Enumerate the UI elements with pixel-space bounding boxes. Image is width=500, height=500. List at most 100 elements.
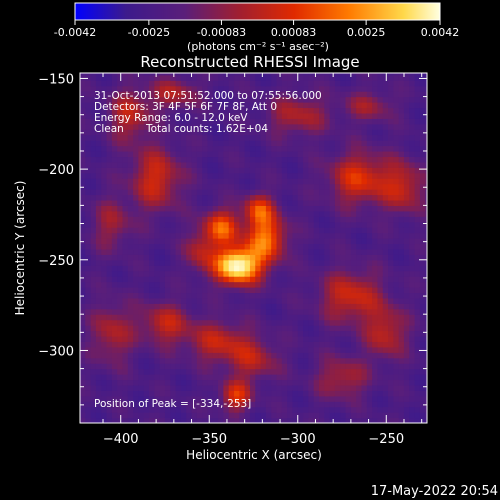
heatmap-cell [95, 412, 102, 419]
heatmap-cell [334, 210, 341, 217]
heatmap-cell [334, 140, 341, 147]
heatmap-cell [239, 205, 246, 212]
heatmap-cell [154, 357, 161, 364]
heatmap-cell [223, 259, 230, 266]
heatmap-cell [260, 286, 267, 294]
heatmap-cell [398, 390, 405, 397]
heatmap-cell [223, 210, 230, 217]
heatmap-cell [377, 238, 384, 245]
heatmap-cell [106, 259, 113, 266]
heatmap-cell [218, 96, 224, 103]
heatmap-cell [361, 85, 368, 92]
heatmap-cell [340, 352, 347, 359]
heatmap-cell [138, 276, 145, 283]
heatmap-cell [388, 80, 394, 87]
heatmap-cell [419, 314, 426, 321]
heatmap-cell [276, 286, 283, 294]
heatmap-cell [281, 194, 288, 201]
heatmap-cell [95, 96, 102, 103]
heatmap-cell [398, 341, 405, 348]
heatmap-cell [271, 265, 278, 272]
heatmap-cell [202, 107, 209, 114]
heatmap-cell [292, 129, 299, 136]
heatmap-cell [414, 183, 421, 190]
heatmap-cell [175, 265, 182, 272]
heatmap-cell [419, 102, 426, 109]
heatmap-cell [324, 80, 331, 87]
heatmap-cell [111, 270, 118, 277]
heatmap-cell [159, 352, 166, 359]
heatmap-cell [303, 96, 309, 103]
heatmap-cell [340, 281, 347, 288]
heatmap-cell [223, 85, 230, 92]
heatmap-cell [388, 194, 394, 201]
heatmap-cell [207, 412, 214, 419]
heatmap-cell [239, 221, 246, 228]
heatmap-cell [292, 243, 299, 250]
heatmap-cell [164, 161, 171, 168]
heatmap-cell [414, 374, 421, 381]
heatmap-cell [276, 199, 283, 206]
heatmap-cell [303, 210, 309, 217]
heatmap-cell [324, 161, 331, 168]
heatmap-cell [425, 167, 427, 174]
heatmap-cell [271, 73, 278, 76]
heatmap-cell [106, 368, 113, 375]
heatmap-cell [329, 243, 336, 250]
heatmap-cell [255, 107, 262, 114]
heatmap-cell [149, 363, 155, 370]
heatmap-cell [414, 216, 421, 223]
heatmap-cell [101, 123, 108, 130]
heatmap-cell [234, 118, 240, 125]
heatmap-cell [345, 248, 352, 255]
heatmap-cell [345, 412, 352, 419]
heatmap-cell [95, 150, 102, 158]
heatmap-cell [239, 118, 246, 125]
heatmap-cell [180, 265, 187, 272]
heatmap-cell [234, 276, 240, 283]
heatmap-cell [249, 73, 256, 76]
heatmap-cell [366, 357, 373, 364]
heatmap-cell [292, 172, 299, 179]
heatmap-cell [228, 270, 235, 277]
heatmap-cell [382, 107, 389, 114]
heatmap-cell [202, 199, 209, 206]
heatmap-cell [127, 417, 134, 423]
heatmap-cell [196, 292, 203, 299]
heatmap-cell [106, 390, 113, 397]
heatmap-cell [218, 314, 224, 321]
heatmap-cell [170, 85, 177, 92]
heatmap-cell [297, 145, 304, 152]
heatmap-cell [398, 412, 405, 419]
heatmap-cell [111, 91, 118, 98]
heatmap-cell [265, 123, 272, 130]
heatmap-cell [324, 308, 331, 315]
heatmap-cell [297, 210, 304, 217]
heatmap-cell [106, 167, 113, 174]
heatmap-cell [372, 395, 379, 402]
heatmap-cell [271, 118, 278, 125]
heatmap-cell [223, 145, 230, 152]
heatmap-cell [159, 216, 166, 223]
heatmap-cell [329, 259, 336, 266]
heatmap-cell [186, 276, 193, 283]
heatmap-cell [425, 259, 427, 266]
heatmap-cell [276, 129, 283, 136]
heatmap-cell [377, 91, 384, 98]
heatmap-cell [281, 172, 288, 179]
heatmap-cell [329, 118, 336, 125]
heatmap-cell [356, 74, 363, 81]
heatmap-cell [271, 390, 278, 397]
heatmap-cell [170, 102, 177, 109]
heatmap-cell [101, 145, 108, 152]
heatmap-cell [255, 161, 262, 168]
heatmap-cell [425, 335, 427, 342]
heatmap-cell [382, 194, 389, 201]
heatmap-cell [281, 102, 288, 109]
heatmap-cell [186, 102, 193, 109]
heatmap-cell [244, 335, 251, 342]
heatmap-cell [80, 194, 86, 201]
heatmap-cell [382, 189, 389, 196]
heatmap-cell [329, 248, 336, 255]
heatmap-cell [414, 330, 421, 337]
